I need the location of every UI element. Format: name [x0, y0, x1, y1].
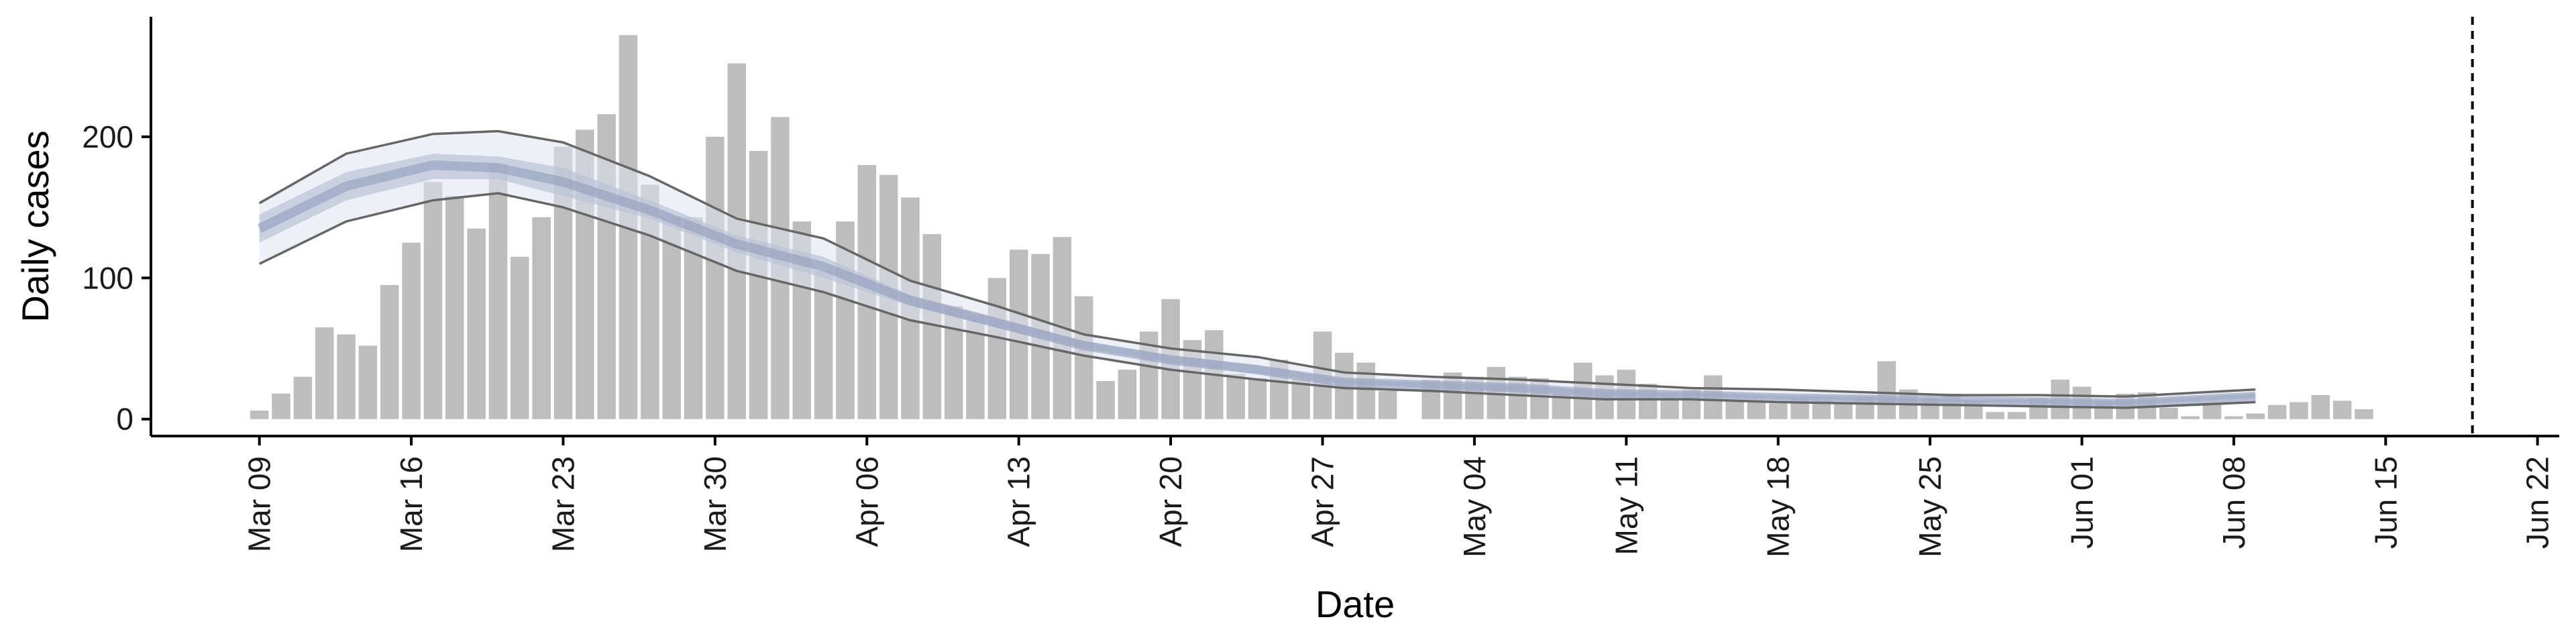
x-tick-label: Mar 30	[698, 456, 733, 552]
daily-cases-bar	[1747, 400, 1766, 419]
daily-cases-bar	[250, 411, 269, 419]
daily-cases-bar	[2224, 416, 2243, 419]
estimate-inner-band	[259, 154, 2256, 405]
daily-cases-bar	[2202, 403, 2222, 419]
daily-cases-bar	[2290, 402, 2308, 419]
daily-cases-bar	[706, 136, 724, 419]
daily-cases-bar	[511, 256, 529, 419]
y-axis-ticks: 0 100 200	[82, 119, 151, 437]
y-tick-label: 0	[116, 402, 133, 437]
bars-layer	[250, 35, 2373, 419]
x-tick-label: May 04	[1457, 456, 1492, 557]
daily-cases-bar	[467, 228, 486, 419]
estimate-lower-line	[258, 192, 2256, 409]
plot-area	[250, 17, 2474, 436]
x-tick-label: May 18	[1761, 456, 1796, 557]
daily-cases-bar	[2181, 416, 2200, 419]
daily-cases-bar	[2007, 412, 2027, 419]
daily-cases-bar	[2311, 394, 2330, 419]
daily-cases-bar	[749, 150, 768, 419]
daily-cases-bar	[2267, 405, 2287, 419]
x-tick-label: Apr 13	[1002, 456, 1036, 547]
daily-cases-bar	[1833, 403, 1853, 419]
x-axis-title: Date	[1316, 583, 1395, 625]
daily-cases-bar	[1248, 378, 1267, 419]
daily-cases-bar	[380, 284, 399, 419]
daily-cases-bar	[1725, 399, 1744, 419]
daily-cases-bar	[423, 182, 443, 419]
daily-cases-bar	[1768, 403, 1788, 419]
x-tick-label: Jun 22	[2520, 456, 2555, 549]
x-tick-label: Jun 08	[2216, 456, 2251, 549]
daily-cases-bar	[814, 270, 833, 419]
daily-cases-bar	[402, 242, 421, 419]
daily-cases-bar	[2159, 407, 2178, 419]
daily-cases-bar	[1986, 412, 2004, 419]
daily-cases-bar	[1291, 379, 1310, 419]
daily-cases-bar	[2246, 413, 2265, 419]
daily-cases-bar	[445, 196, 464, 419]
x-tick-label: Jun 15	[2368, 456, 2403, 549]
daily-cases-bar	[1378, 390, 1397, 419]
daily-cases-bar	[1096, 380, 1115, 419]
daily-cases-bar	[2332, 400, 2352, 419]
daily-cases-bar	[488, 163, 508, 419]
daily-cases-bar	[1877, 361, 1896, 419]
daily-cases-bar	[358, 345, 378, 419]
estimate-ribbon-layer	[257, 129, 2256, 409]
daily-cases-bar	[2355, 409, 2373, 419]
y-tick-label: 200	[82, 119, 133, 154]
daily-cases-bar	[272, 393, 290, 419]
x-tick-label: Jun 01	[2064, 456, 2099, 549]
y-axis-title: Daily cases	[14, 130, 56, 322]
daily-cases-bar	[532, 217, 551, 419]
daily-cases-bar	[337, 334, 356, 419]
x-tick-label: Apr 27	[1305, 456, 1340, 547]
estimate-median-line	[257, 160, 2256, 409]
axes: 0 100 200 Mar 09 Mar 16 Mar 23 Mar 30 Apr 06 Ap…	[82, 17, 2559, 557]
x-tick-label: Mar 16	[394, 456, 429, 552]
daily-cases-bar	[1118, 370, 1137, 419]
y-tick-label: 100	[82, 260, 133, 295]
daily-cases-bar	[1226, 374, 1245, 419]
daily-cases-bar	[987, 278, 1007, 419]
daily-cases-bar	[662, 217, 681, 419]
daily-cases-bar	[1356, 362, 1375, 419]
x-tick-label: May 25	[1913, 456, 1947, 557]
x-tick-label: Apr 06	[849, 456, 884, 547]
estimate-upper-line	[258, 129, 2256, 398]
x-tick-label: May 11	[1609, 456, 1644, 555]
daily-cases-bar	[293, 376, 313, 419]
x-tick-label: Apr 20	[1153, 456, 1188, 547]
x-axis-ticks: Mar 09 Mar 16 Mar 23 Mar 30 Apr 06 Apr 13 Apr …	[242, 436, 2555, 557]
x-tick-label: Mar 23	[546, 456, 581, 552]
x-tick-label: Mar 09	[242, 456, 277, 552]
daily-cases-bar	[315, 327, 334, 419]
